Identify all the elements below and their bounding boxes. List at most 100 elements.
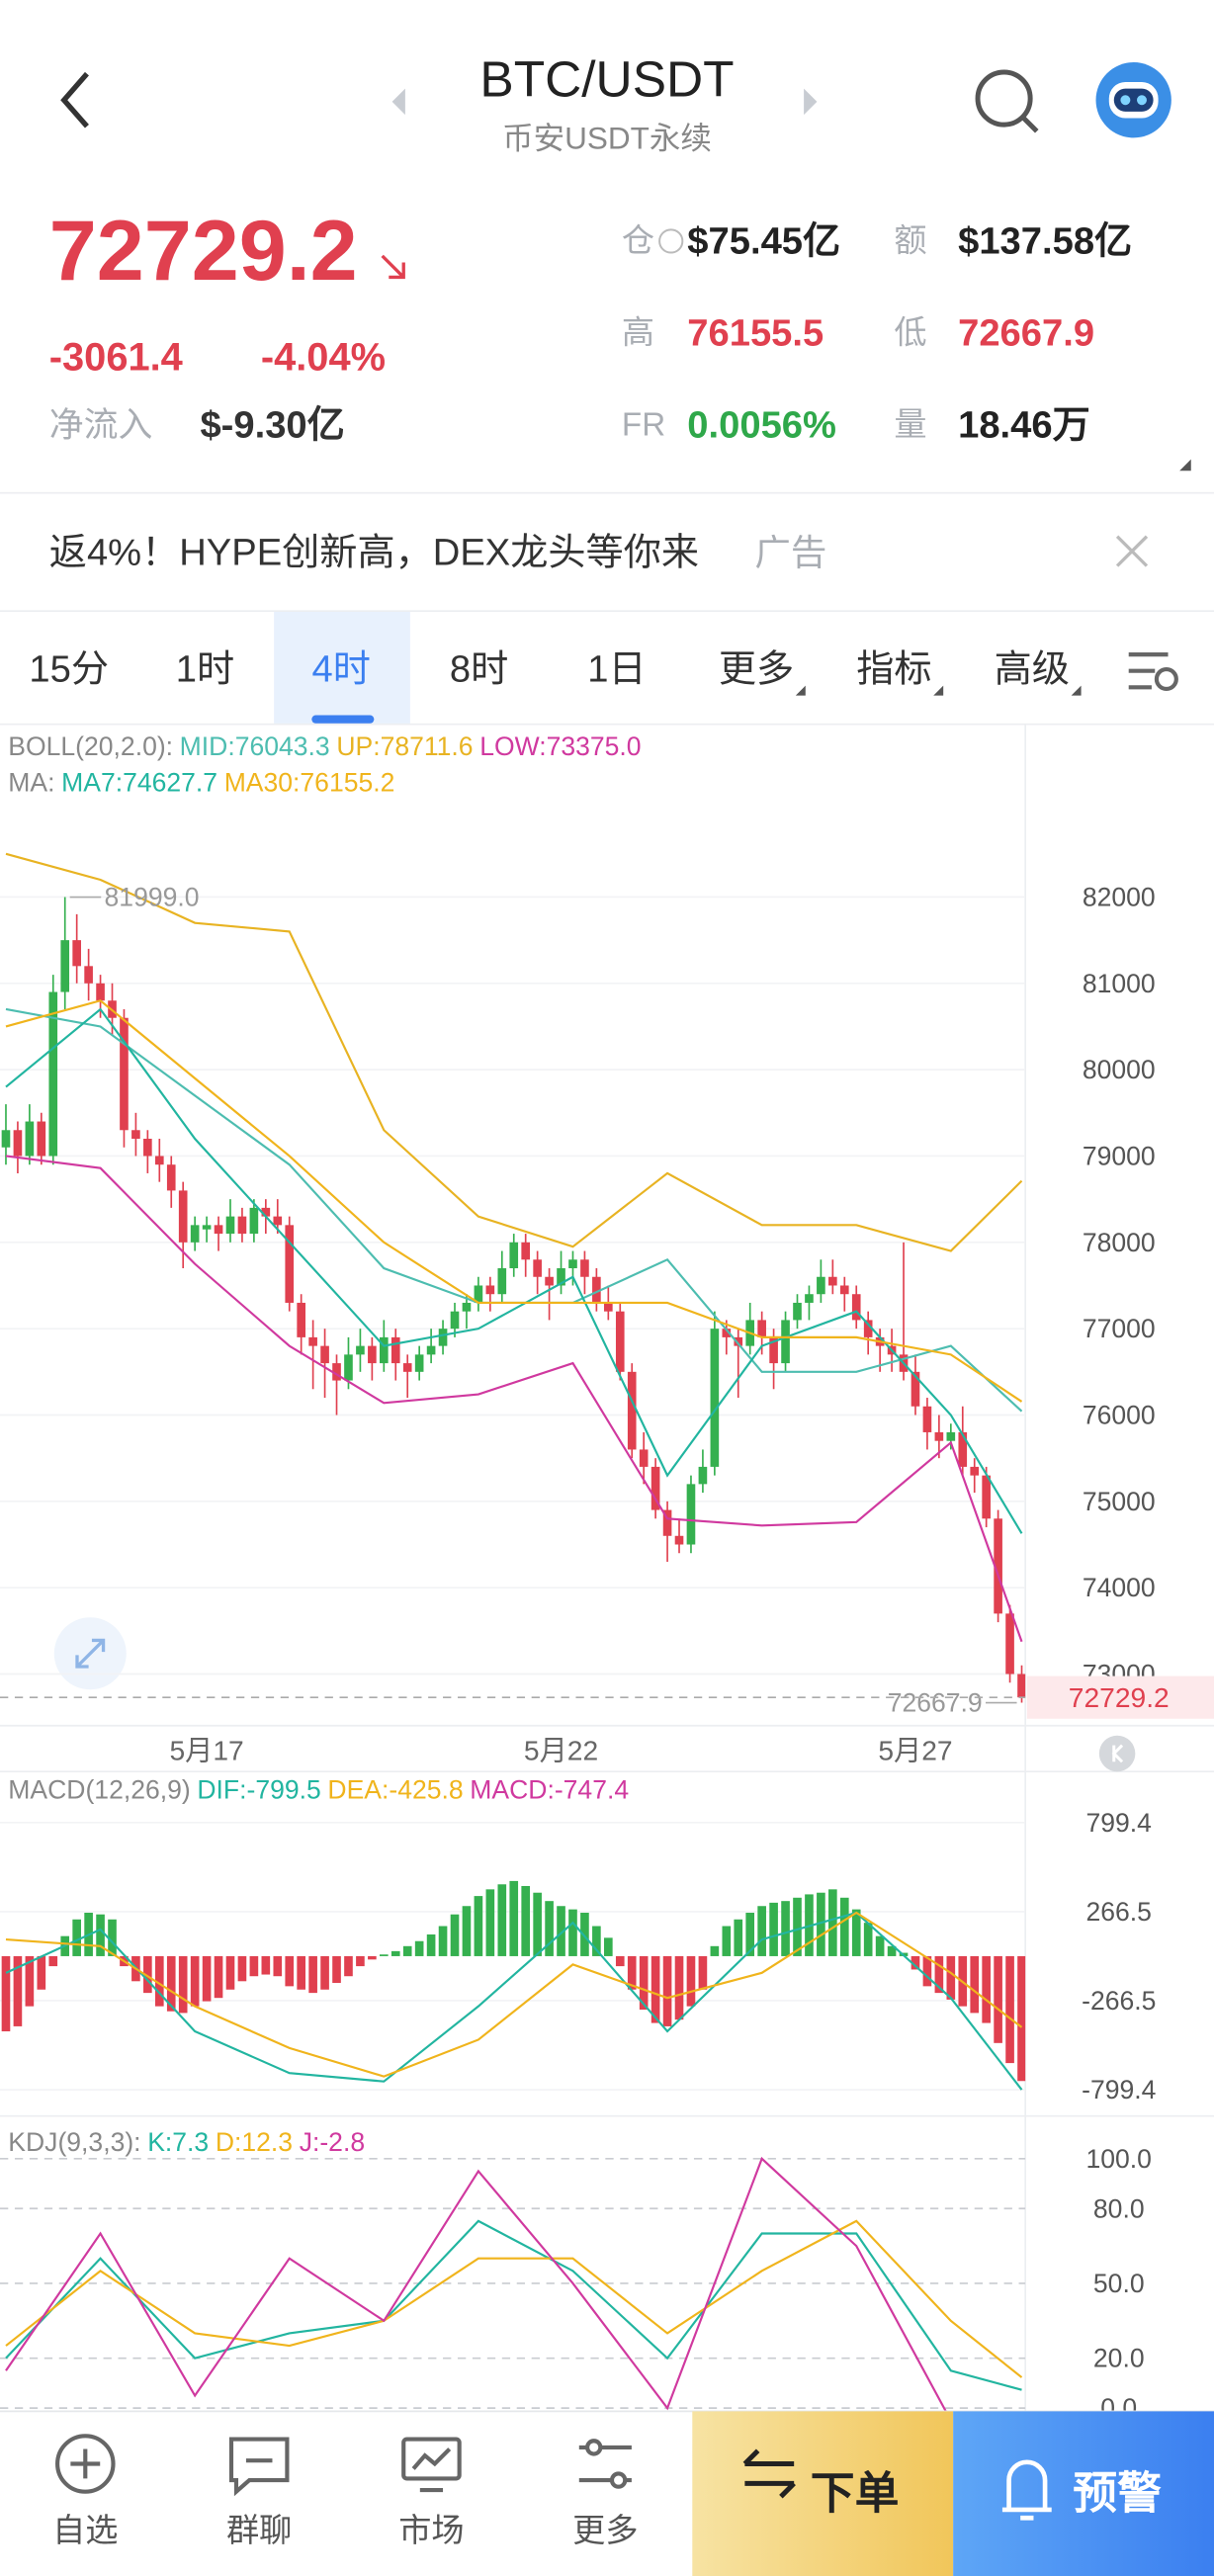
candle-body xyxy=(380,1336,389,1364)
histogram-bar xyxy=(344,1955,353,1977)
legend-entry: DEA:-425.8 xyxy=(327,1774,463,1804)
legend: MACD(12,26,9) DIF:-799.5 DEA:-425.8 MACD:-7… xyxy=(8,1774,629,1804)
stat-value: 18.46万 xyxy=(958,403,1090,446)
nav-label[interactable]: 群聊 xyxy=(226,2513,292,2549)
nav-label[interactable]: 市场 xyxy=(398,2513,464,2549)
prev-arrow[interactable] xyxy=(391,88,405,116)
legend: KDJ(9,3,3): K:7.3 D:12.3 J:-2.8 xyxy=(8,2127,365,2157)
candle-body xyxy=(344,1354,353,1381)
more-icon[interactable] xyxy=(578,2439,632,2489)
histogram-bar xyxy=(285,1955,295,1987)
tab-highlight xyxy=(274,611,410,724)
change: -3061.4 xyxy=(49,336,183,380)
candle-body xyxy=(297,1302,305,1337)
tab[interactable]: 高级 xyxy=(995,648,1070,691)
back-button[interactable] xyxy=(60,71,89,129)
stat-value: 76155.5 xyxy=(687,311,824,354)
watchlist-icon[interactable] xyxy=(55,2434,116,2494)
histogram-bar xyxy=(320,1955,329,1990)
indicator-line xyxy=(5,1911,1023,2091)
candle-body xyxy=(686,1484,696,1545)
histogram-bar xyxy=(237,1955,247,1982)
candle-body xyxy=(545,1276,554,1286)
legend-entry: J:-2.8 xyxy=(300,2127,365,2157)
next-arrow[interactable] xyxy=(804,88,818,116)
histogram-bar xyxy=(332,1955,341,1983)
candle-body xyxy=(390,1336,400,1364)
dropdown-mark xyxy=(1071,685,1082,696)
candle-body xyxy=(805,1294,814,1303)
histogram-bar xyxy=(1,1955,11,2031)
histogram-bar xyxy=(249,1955,259,1977)
candle-body xyxy=(793,1302,802,1321)
reset-button[interactable] xyxy=(1098,1735,1136,1772)
tab[interactable]: 8时 xyxy=(450,648,508,691)
close-ad[interactable] xyxy=(1115,535,1149,567)
histogram-bar xyxy=(734,1919,743,1956)
tab[interactable]: 15分 xyxy=(29,648,109,691)
tab[interactable]: 更多 xyxy=(719,648,794,691)
legend-entry: MID:76043.3 xyxy=(180,731,330,761)
candle-body xyxy=(249,1207,259,1235)
candle-body xyxy=(60,940,70,992)
histogram-bar xyxy=(308,1955,317,1994)
last-price: 72729.2 xyxy=(49,204,358,299)
nav-label[interactable]: 自选 xyxy=(52,2513,118,2549)
y-tick-label: 100.0 xyxy=(1086,2144,1152,2174)
candle-body xyxy=(851,1294,861,1321)
candle-body xyxy=(970,1466,980,1476)
histogram-bar xyxy=(851,1909,861,1956)
candle-body xyxy=(96,983,105,1001)
candle-body xyxy=(273,1216,283,1226)
histogram-bar xyxy=(356,1955,365,1967)
candle-body xyxy=(710,1329,720,1467)
candle-body xyxy=(143,1139,152,1157)
fullscreen-button[interactable] xyxy=(53,1617,127,1690)
search-button[interactable] xyxy=(975,69,1039,133)
stat-label: 额 xyxy=(894,222,926,259)
divider xyxy=(0,723,1214,726)
avatar[interactable] xyxy=(1095,62,1171,138)
stat-label: 仓 xyxy=(622,222,654,259)
histogram-bar xyxy=(273,1955,283,1977)
annotation-label: 81999.0 xyxy=(105,883,200,912)
candle-body xyxy=(202,1225,212,1230)
ad-text[interactable]: 返4%！HYPE创新高，DEX龙头等你来 xyxy=(49,532,699,574)
legend-title: BOLL(20,2.0): xyxy=(8,731,173,761)
chat-icon[interactable] xyxy=(228,2437,290,2497)
legend-entry: K:7.3 xyxy=(147,2127,209,2157)
histogram-bar xyxy=(994,1955,1002,2043)
legend: MA: MA7:74627.7 MA30:76155.2 xyxy=(8,768,394,798)
candle-body xyxy=(1,1130,11,1148)
histogram-bar xyxy=(402,1945,412,1956)
y-tick-label: 50.0 xyxy=(1093,2269,1145,2298)
histogram-bar xyxy=(722,1926,732,1956)
order-button[interactable] xyxy=(692,2411,954,2576)
histogram-bar xyxy=(887,1945,897,1956)
market-icon[interactable] xyxy=(401,2437,462,2493)
tab[interactable]: 4时 xyxy=(311,648,370,691)
tab[interactable]: 1时 xyxy=(176,648,234,691)
stat-label: FR xyxy=(622,406,665,443)
indicator-line xyxy=(5,1155,1023,1643)
chart-settings[interactable] xyxy=(1128,652,1178,692)
candle-body xyxy=(580,1259,589,1277)
candle-body xyxy=(662,1509,672,1536)
candle-body xyxy=(521,1242,531,1260)
alert-button[interactable] xyxy=(953,2411,1214,2576)
y-tick-label: 76000 xyxy=(1083,1400,1156,1429)
nav-label[interactable]: 更多 xyxy=(572,2513,638,2549)
candle-body xyxy=(308,1336,317,1346)
x-tick-label: 5月22 xyxy=(524,1735,598,1766)
tab[interactable]: 指标 xyxy=(856,648,931,691)
candle-body xyxy=(414,1354,424,1372)
tab[interactable]: 1日 xyxy=(587,648,646,691)
divider xyxy=(0,491,1214,494)
candle-body xyxy=(72,940,81,967)
expand-corner[interactable] xyxy=(1179,459,1191,472)
candle-body xyxy=(462,1302,472,1312)
candle-body xyxy=(178,1190,188,1243)
candle-body xyxy=(48,991,58,1157)
ad-tag: 广告 xyxy=(754,533,826,573)
